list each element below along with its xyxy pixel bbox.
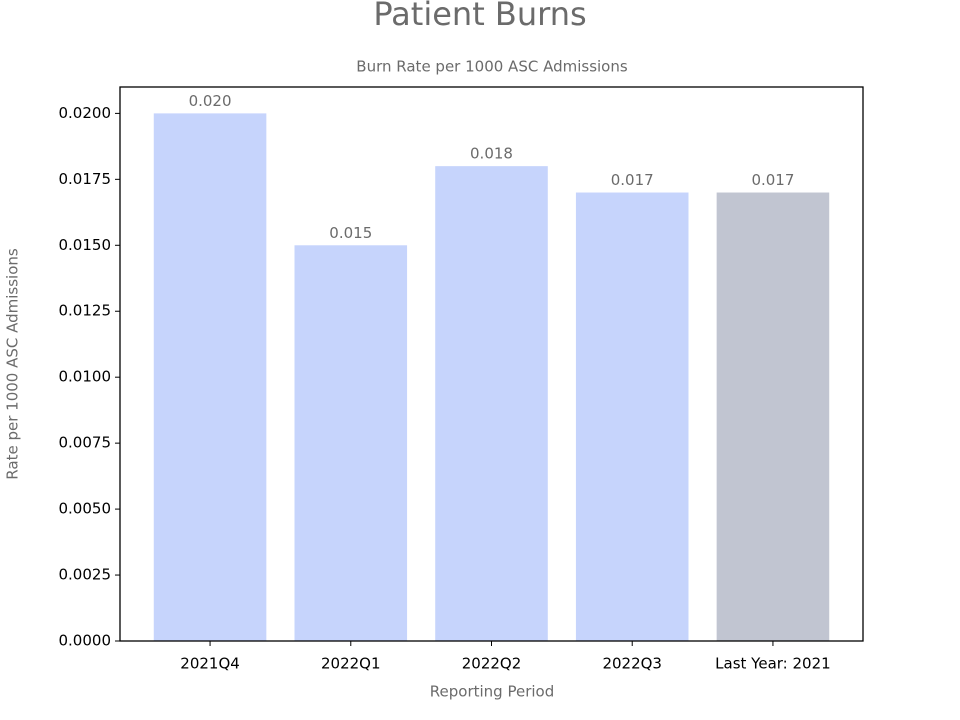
bar — [575, 192, 689, 641]
chart-subtitle: Burn Rate per 1000 ASC Admissions — [356, 58, 628, 76]
y-axis-label: Rate per 1000 ASC Admissions — [4, 248, 22, 480]
value-label: 0.017 — [611, 171, 654, 189]
x-tick-label: Last Year: 2021 — [715, 655, 831, 673]
x-tick-label: 2022Q3 — [602, 655, 662, 673]
x-tick-label: 2022Q2 — [462, 655, 522, 673]
y-tick-label: 0.0000 — [59, 632, 112, 650]
y-tick-label: 0.0050 — [59, 500, 112, 518]
bar — [716, 192, 830, 641]
value-label: 0.017 — [751, 171, 794, 189]
y-tick-label: 0.0025 — [59, 566, 112, 584]
chart-title: Patient Burns — [373, 0, 586, 33]
y-tick-label: 0.0100 — [59, 368, 112, 386]
y-tick-label: 0.0075 — [59, 434, 112, 452]
y-tick-label: 0.0200 — [59, 104, 112, 122]
value-label: 0.015 — [329, 224, 372, 242]
value-label: 0.020 — [189, 92, 232, 110]
x-tick-label: 2022Q1 — [321, 655, 381, 673]
y-tick-label: 0.0175 — [59, 170, 112, 188]
bar — [153, 113, 267, 641]
x-axis-label: Reporting Period — [430, 683, 554, 701]
x-tick-label: 2021Q4 — [180, 655, 240, 673]
bar — [435, 166, 548, 641]
y-tick-label: 0.0150 — [59, 236, 112, 254]
bar — [294, 245, 408, 642]
value-label: 0.018 — [470, 145, 513, 163]
y-tick-label: 0.0125 — [59, 302, 112, 320]
plot-frame — [119, 86, 864, 642]
